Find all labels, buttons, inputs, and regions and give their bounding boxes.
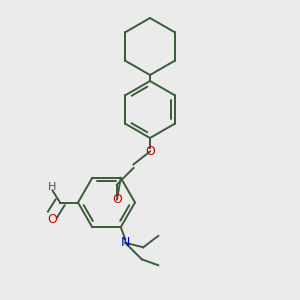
Text: O: O (112, 193, 122, 206)
Text: N: N (121, 236, 130, 249)
Text: O: O (48, 213, 57, 226)
Text: O: O (145, 145, 155, 158)
Text: H: H (48, 182, 57, 192)
